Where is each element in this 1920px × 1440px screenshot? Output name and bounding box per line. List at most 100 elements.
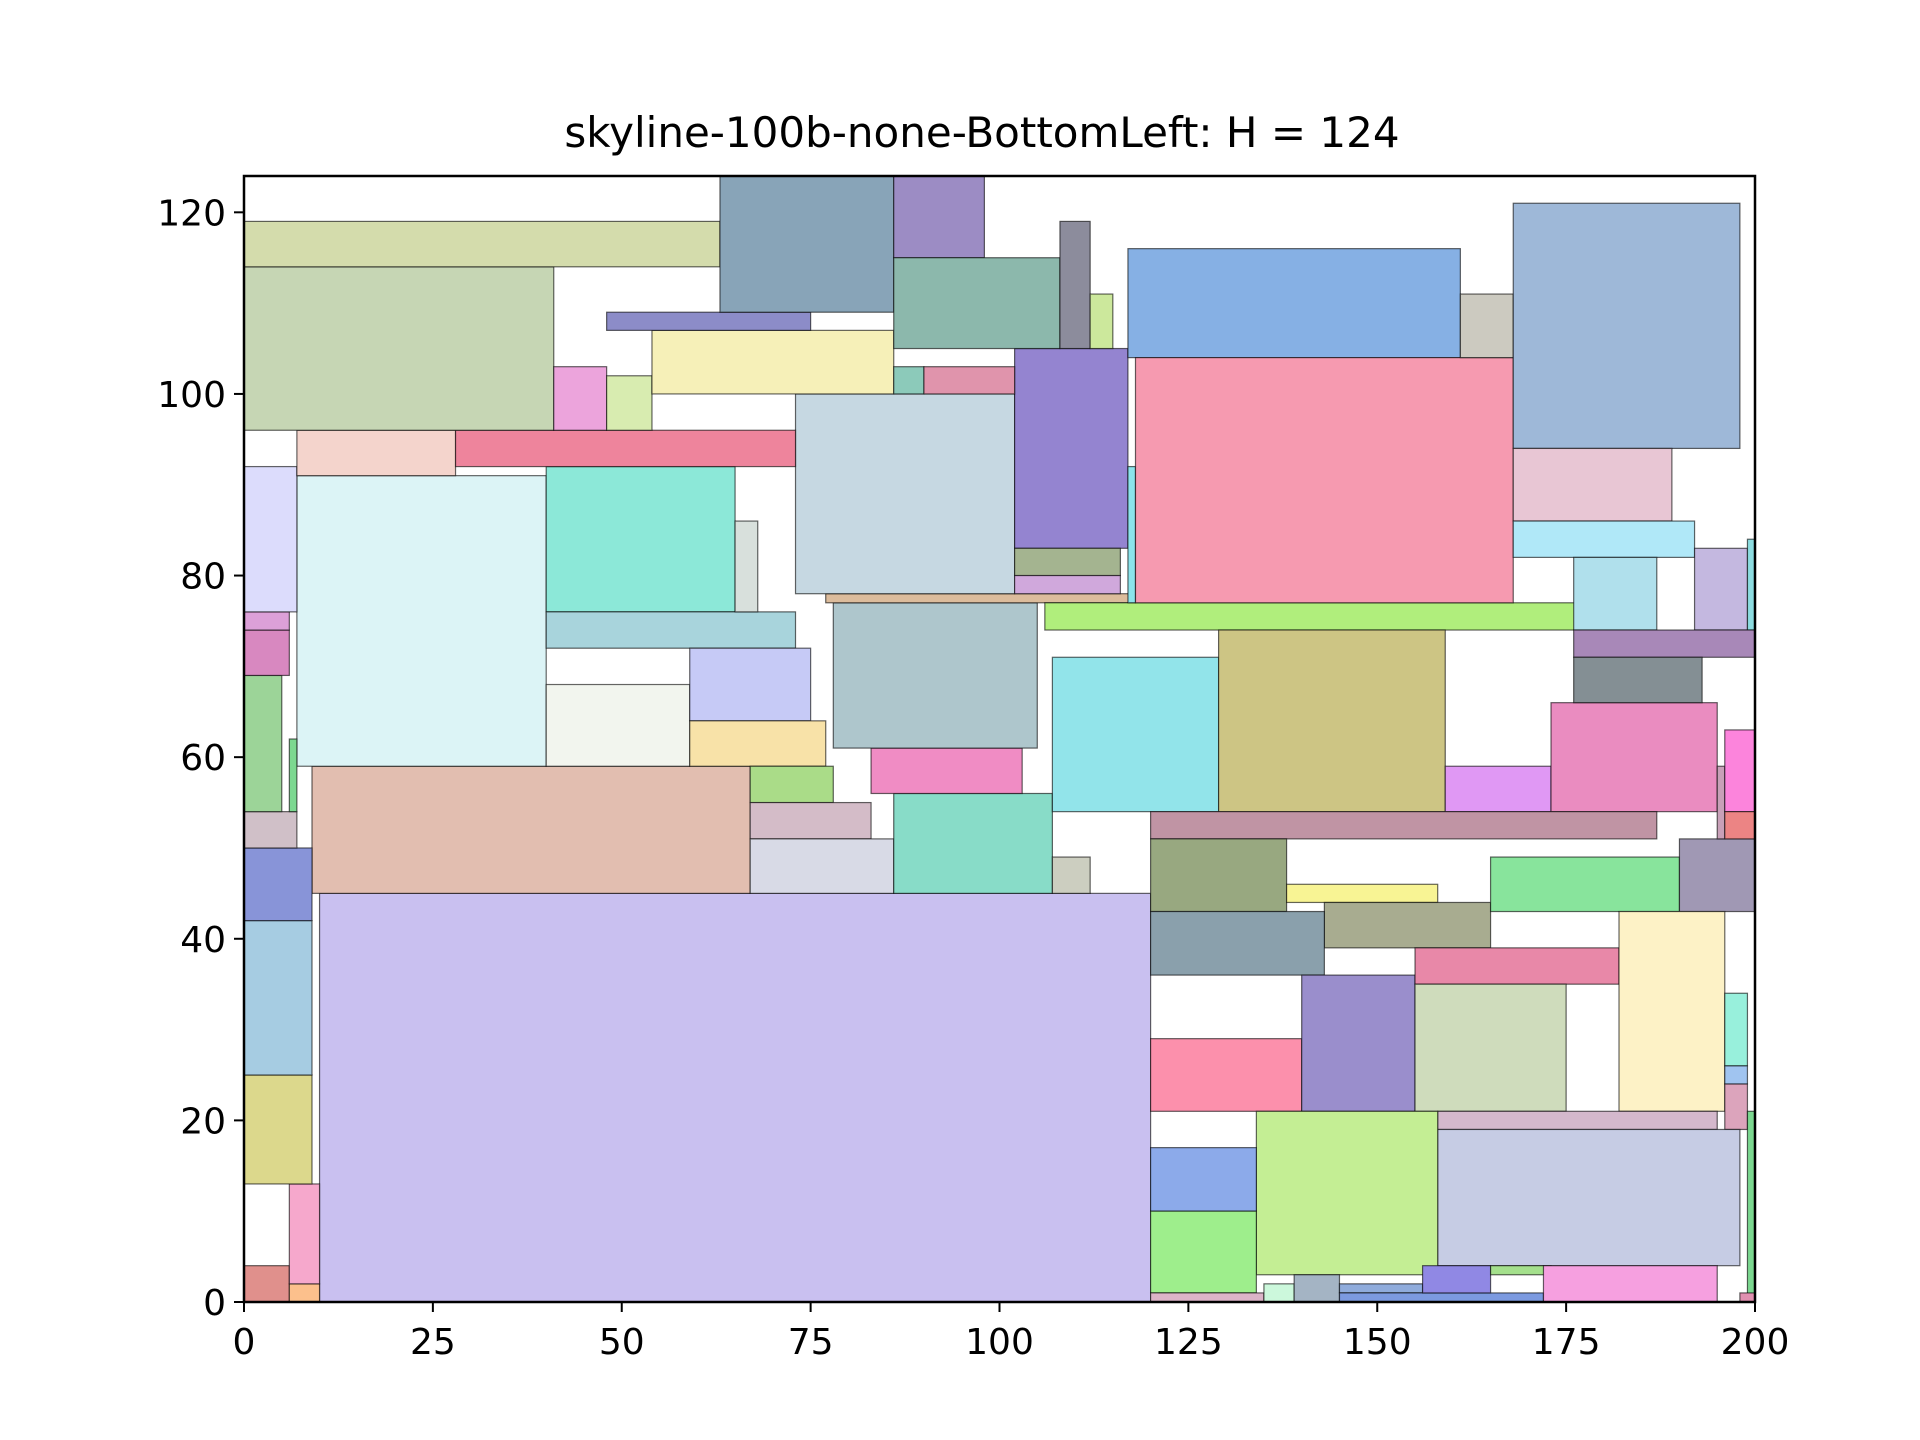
packed-rect-44 xyxy=(1255,1110,1439,1276)
packed-rect-8 xyxy=(734,520,759,613)
packed-rect-9 xyxy=(749,765,834,804)
packed-rect-14 xyxy=(832,602,1038,749)
packed-rect-95 xyxy=(1716,765,1726,840)
packed-rect-57 xyxy=(288,1283,321,1303)
x-tick-label-25: 25 xyxy=(410,1322,456,1363)
packed-rect-76 xyxy=(719,175,895,313)
packed-rect-90 xyxy=(1573,556,1658,631)
packed-rect-64 xyxy=(288,738,298,813)
packed-rect-30 xyxy=(1489,856,1681,913)
packed-rect-71 xyxy=(553,366,608,431)
packed-rect-79 xyxy=(893,366,925,395)
packed-rect-45 xyxy=(1149,1147,1257,1212)
packed-rect-55 xyxy=(1739,1292,1756,1303)
packed-rect-4 xyxy=(545,611,797,649)
packed-rect-25 xyxy=(1550,702,1718,813)
packed-rect-28 xyxy=(1285,883,1439,904)
packed-rect-56 xyxy=(243,1265,290,1303)
packed-rect-29 xyxy=(1323,901,1492,949)
packed-rect-87 xyxy=(1512,202,1741,450)
packed-rect-53 xyxy=(1489,1265,1552,1276)
packed-rect-46 xyxy=(1149,1210,1257,1294)
packed-rect-70 xyxy=(243,266,555,431)
packed-rect-18 xyxy=(1014,547,1121,577)
packed-rect-11 xyxy=(749,838,895,894)
packed-rect-36 xyxy=(1414,983,1567,1112)
x-tick-label-50: 50 xyxy=(599,1322,645,1363)
x-tick-label-150: 150 xyxy=(1343,1322,1412,1363)
packed-rectangles xyxy=(243,175,1756,1303)
packed-rect-37 xyxy=(1618,910,1726,1112)
packed-rect-47 xyxy=(1149,1292,1265,1303)
x-tick-label-200: 200 xyxy=(1721,1322,1790,1363)
packed-rect-66 xyxy=(243,611,290,631)
packed-rect-0 xyxy=(318,892,1152,1303)
packed-rect-17 xyxy=(1014,347,1129,549)
packed-rect-31 xyxy=(1678,838,1756,913)
packed-rect-2 xyxy=(296,475,547,767)
packed-rect-48 xyxy=(1263,1283,1295,1303)
packed-rect-21 xyxy=(1051,656,1220,813)
packed-rect-61 xyxy=(243,847,313,922)
packed-rect-75 xyxy=(243,220,721,268)
packed-rect-51 xyxy=(1338,1292,1545,1303)
packed-rect-43 xyxy=(1437,1128,1741,1267)
y-tick-label-40: 40 xyxy=(180,920,226,961)
packed-rect-42 xyxy=(1437,1110,1718,1131)
packed-rect-5 xyxy=(545,683,691,767)
chart-title: skyline-100b-none-BottomLeft: H = 124 xyxy=(564,108,1399,157)
packed-rect-20 xyxy=(1044,602,1582,631)
packed-rect-74 xyxy=(606,311,812,331)
packed-rect-83 xyxy=(1127,248,1461,359)
y-tick-label-120: 120 xyxy=(157,193,226,234)
packed-rect-85 xyxy=(1134,357,1514,604)
x-tick-label-100: 100 xyxy=(965,1322,1034,1363)
packed-rect-50 xyxy=(1338,1283,1424,1294)
packed-rect-65 xyxy=(243,629,290,677)
packed-rect-24 xyxy=(1444,765,1552,813)
y-tick-label-80: 80 xyxy=(180,557,226,598)
y-tick-label-0: 0 xyxy=(203,1283,226,1324)
packed-rect-13 xyxy=(870,747,1023,795)
packed-rect-32 xyxy=(1149,910,1325,976)
packed-rect-62 xyxy=(243,811,298,849)
packed-rect-60 xyxy=(243,920,313,1076)
packed-rect-38 xyxy=(1724,992,1749,1067)
packed-rect-7 xyxy=(689,720,827,767)
packed-rect-77 xyxy=(893,175,985,259)
packed-rect-93 xyxy=(1573,629,1756,658)
packed-rect-10 xyxy=(749,801,872,840)
packed-rect-89 xyxy=(1512,520,1696,558)
packed-rect-22 xyxy=(1051,856,1091,894)
y-tick-label-100: 100 xyxy=(157,375,226,416)
packed-rect-58 xyxy=(288,1183,321,1285)
packed-rect-34 xyxy=(1301,974,1416,1112)
packed-rect-97 xyxy=(1724,811,1756,840)
packed-rect-80 xyxy=(923,366,1016,395)
packed-rect-19 xyxy=(1014,574,1121,595)
packed-rect-82 xyxy=(1089,293,1114,350)
packed-rect-63 xyxy=(243,674,283,813)
packed-rect-88 xyxy=(1512,447,1673,522)
y-tick-label-60: 60 xyxy=(180,738,226,779)
packed-rect-86 xyxy=(1459,293,1514,359)
packed-rect-78 xyxy=(893,257,1061,350)
packed-rect-33 xyxy=(1149,1038,1303,1112)
packed-rect-59 xyxy=(243,1074,313,1185)
x-tick-label-0: 0 xyxy=(233,1322,256,1363)
packed-rect-12 xyxy=(893,792,1053,894)
packed-rect-84 xyxy=(1127,465,1137,604)
packed-rect-81 xyxy=(1059,220,1091,350)
packed-rect-94 xyxy=(1573,656,1703,704)
axes: 0 25 50 75 100 125 150 175 200 0 20 40 60 80 100 120 xyxy=(157,174,1790,1363)
packed-rect-15 xyxy=(825,593,1137,604)
packed-rect-67 xyxy=(243,465,298,613)
packed-rect-6 xyxy=(689,647,812,722)
x-tick-label-75: 75 xyxy=(788,1322,834,1363)
packed-rect-52 xyxy=(1421,1265,1492,1294)
packed-rect-23 xyxy=(1217,629,1446,813)
y-tick-label-20: 20 xyxy=(180,1101,226,1142)
packed-rect-54 xyxy=(1542,1265,1718,1303)
packed-rect-26 xyxy=(1149,811,1658,840)
